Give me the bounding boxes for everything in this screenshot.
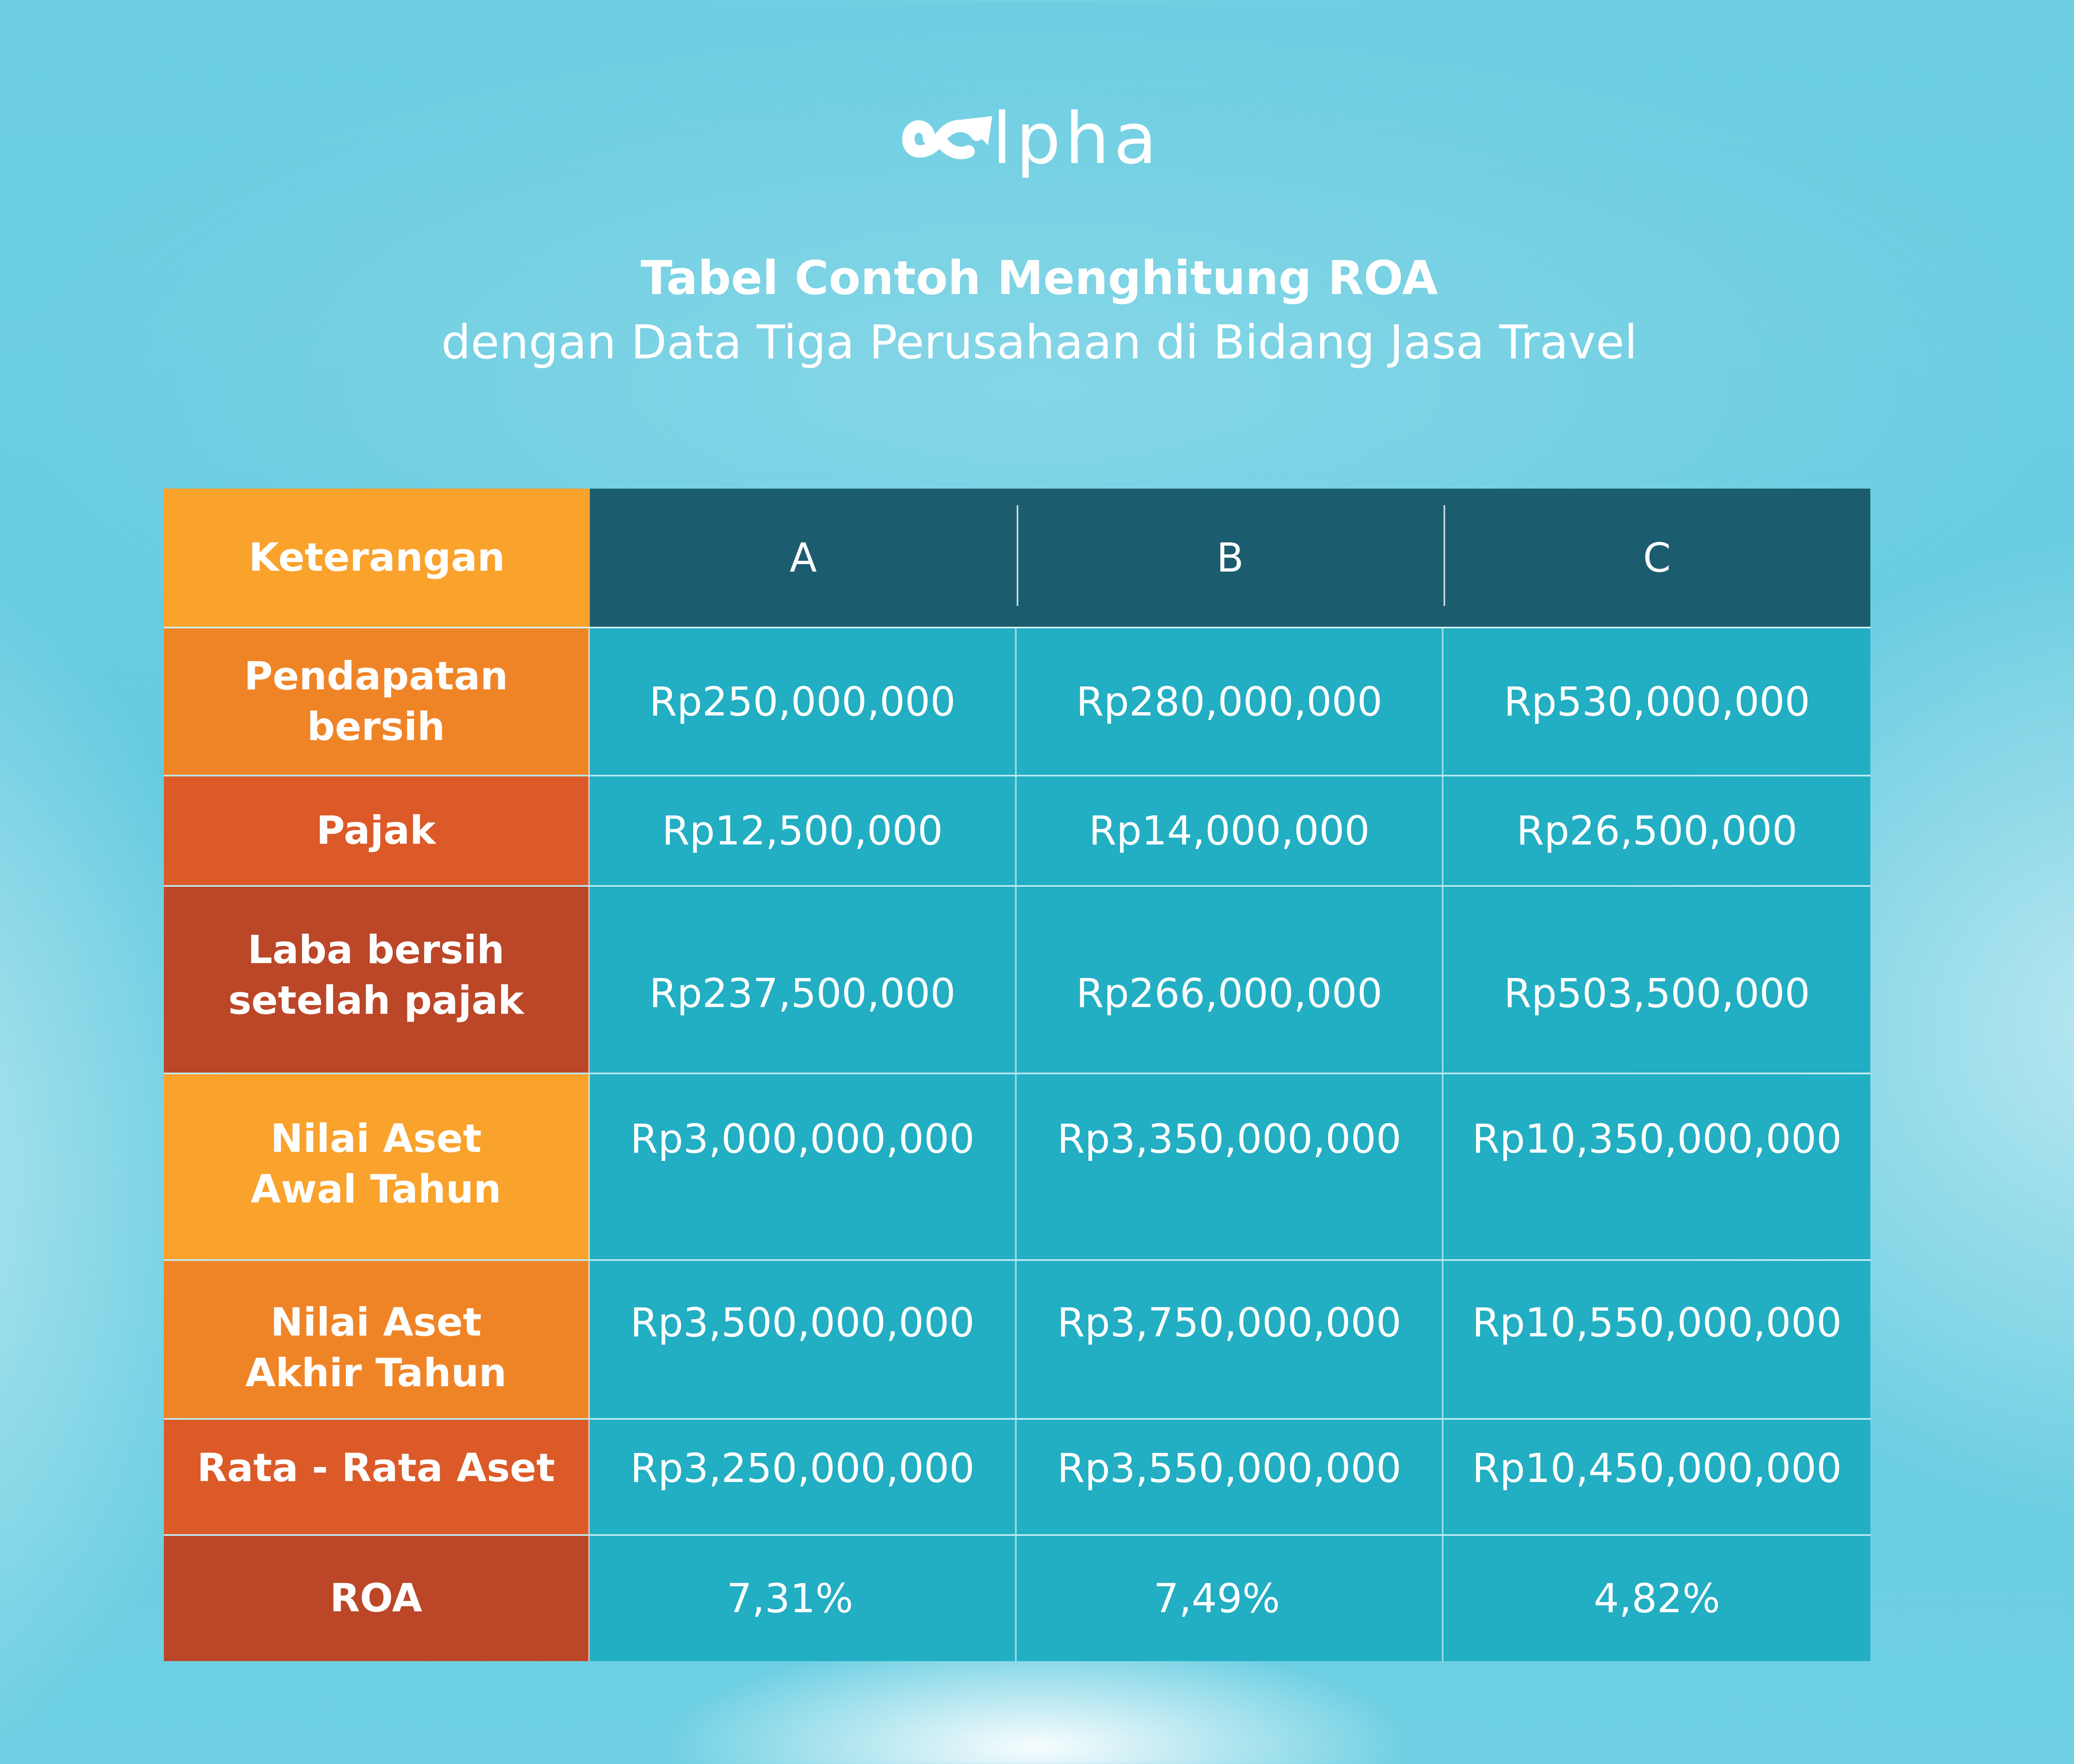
brand-logo: lpha <box>900 104 1161 174</box>
value-c: Rp503,500,000 <box>1444 887 1870 1073</box>
row-label: Rata - Rata Aset <box>164 1420 590 1534</box>
row-label: Pajak <box>164 776 590 885</box>
value-b: Rp3,550,000,000 <box>1017 1420 1444 1534</box>
header-column-c: C <box>1444 489 1870 627</box>
value-a: Rp3,500,000,000 <box>590 1261 1017 1418</box>
table-row-pajak: Pajak Rp12,500,000 Rp14,000,000 Rp26,500… <box>164 776 1871 887</box>
row-label-line-1: Laba bersih <box>247 927 505 973</box>
page-title-line-1: Tabel Contoh Menghitung ROA <box>640 251 1438 305</box>
table-row-pendapatan-bersih: Pendapatan bersih Rp250,000,000 Rp280,00… <box>164 628 1871 776</box>
alpha-infinity-arrow-logo-icon <box>902 116 992 159</box>
row-label-line-1: Nilai Aset <box>270 1300 482 1345</box>
table-row-laba-bersih: Laba bersih setelah pajak Rp237,500,000 … <box>164 887 1871 1074</box>
row-label-line-2: Awal Tahun <box>251 1167 501 1212</box>
value-c: Rp530,000,000 <box>1444 628 1870 775</box>
row-label-line-1: Nilai Aset <box>270 1116 482 1161</box>
value-a: Rp3,250,000,000 <box>590 1420 1017 1534</box>
header-label-cell: Keterangan <box>164 489 590 627</box>
roa-table: Keterangan A B C Pendapatan bersih Rp250… <box>164 489 1871 1661</box>
table-header-row: Keterangan A B C <box>164 489 1871 628</box>
value-c: 4,82% <box>1444 1536 1870 1661</box>
value-c: Rp10,550,000,000 <box>1444 1261 1870 1418</box>
header-column-a: A <box>590 489 1017 627</box>
value-b: 7,49% <box>1017 1536 1444 1661</box>
value-b: Rp280,000,000 <box>1017 628 1444 775</box>
row-label: Nilai Aset Awal Tahun <box>164 1074 590 1259</box>
row-label: Nilai Aset Akhir Tahun <box>164 1261 590 1418</box>
value-a: Rp237,500,000 <box>590 887 1017 1073</box>
value-a: Rp12,500,000 <box>590 776 1017 885</box>
table-row-nilai-aset-akhir: Nilai Aset Akhir Tahun Rp3,500,000,000 R… <box>164 1261 1871 1420</box>
table-row-nilai-aset-awal: Nilai Aset Awal Tahun Rp3,000,000,000 Rp… <box>164 1074 1871 1261</box>
value-b: Rp3,350,000,000 <box>1017 1074 1444 1259</box>
page-title-line-2: dengan Data Tiga Perusahaan di Bidang Ja… <box>441 316 1638 370</box>
value-c: Rp10,350,000,000 <box>1444 1074 1870 1259</box>
row-label-line-2: Akhir Tahun <box>245 1350 507 1396</box>
value-b: Rp14,000,000 <box>1017 776 1444 885</box>
value-a: Rp250,000,000 <box>590 628 1017 775</box>
table-row-rata-rata-aset: Rata - Rata Aset Rp3,250,000,000 Rp3,550… <box>164 1420 1871 1536</box>
value-c: Rp26,500,000 <box>1444 776 1870 885</box>
row-label: ROA <box>164 1536 590 1661</box>
row-label: Pendapatan bersih <box>164 628 590 775</box>
header-column-b: B <box>1017 489 1444 627</box>
brand-name: lpha <box>992 98 1161 180</box>
value-b: Rp3,750,000,000 <box>1017 1261 1444 1418</box>
row-label-line-2: setelah pajak <box>228 978 524 1023</box>
value-a: Rp3,000,000,000 <box>590 1074 1017 1259</box>
value-a: 7,31% <box>590 1536 1017 1661</box>
row-label: Laba bersih setelah pajak <box>164 887 590 1073</box>
value-c: Rp10,450,000,000 <box>1444 1420 1870 1534</box>
table-row-roa: ROA 7,31% 7,49% 4,82% <box>164 1536 1871 1661</box>
value-b: Rp266,000,000 <box>1017 887 1444 1073</box>
